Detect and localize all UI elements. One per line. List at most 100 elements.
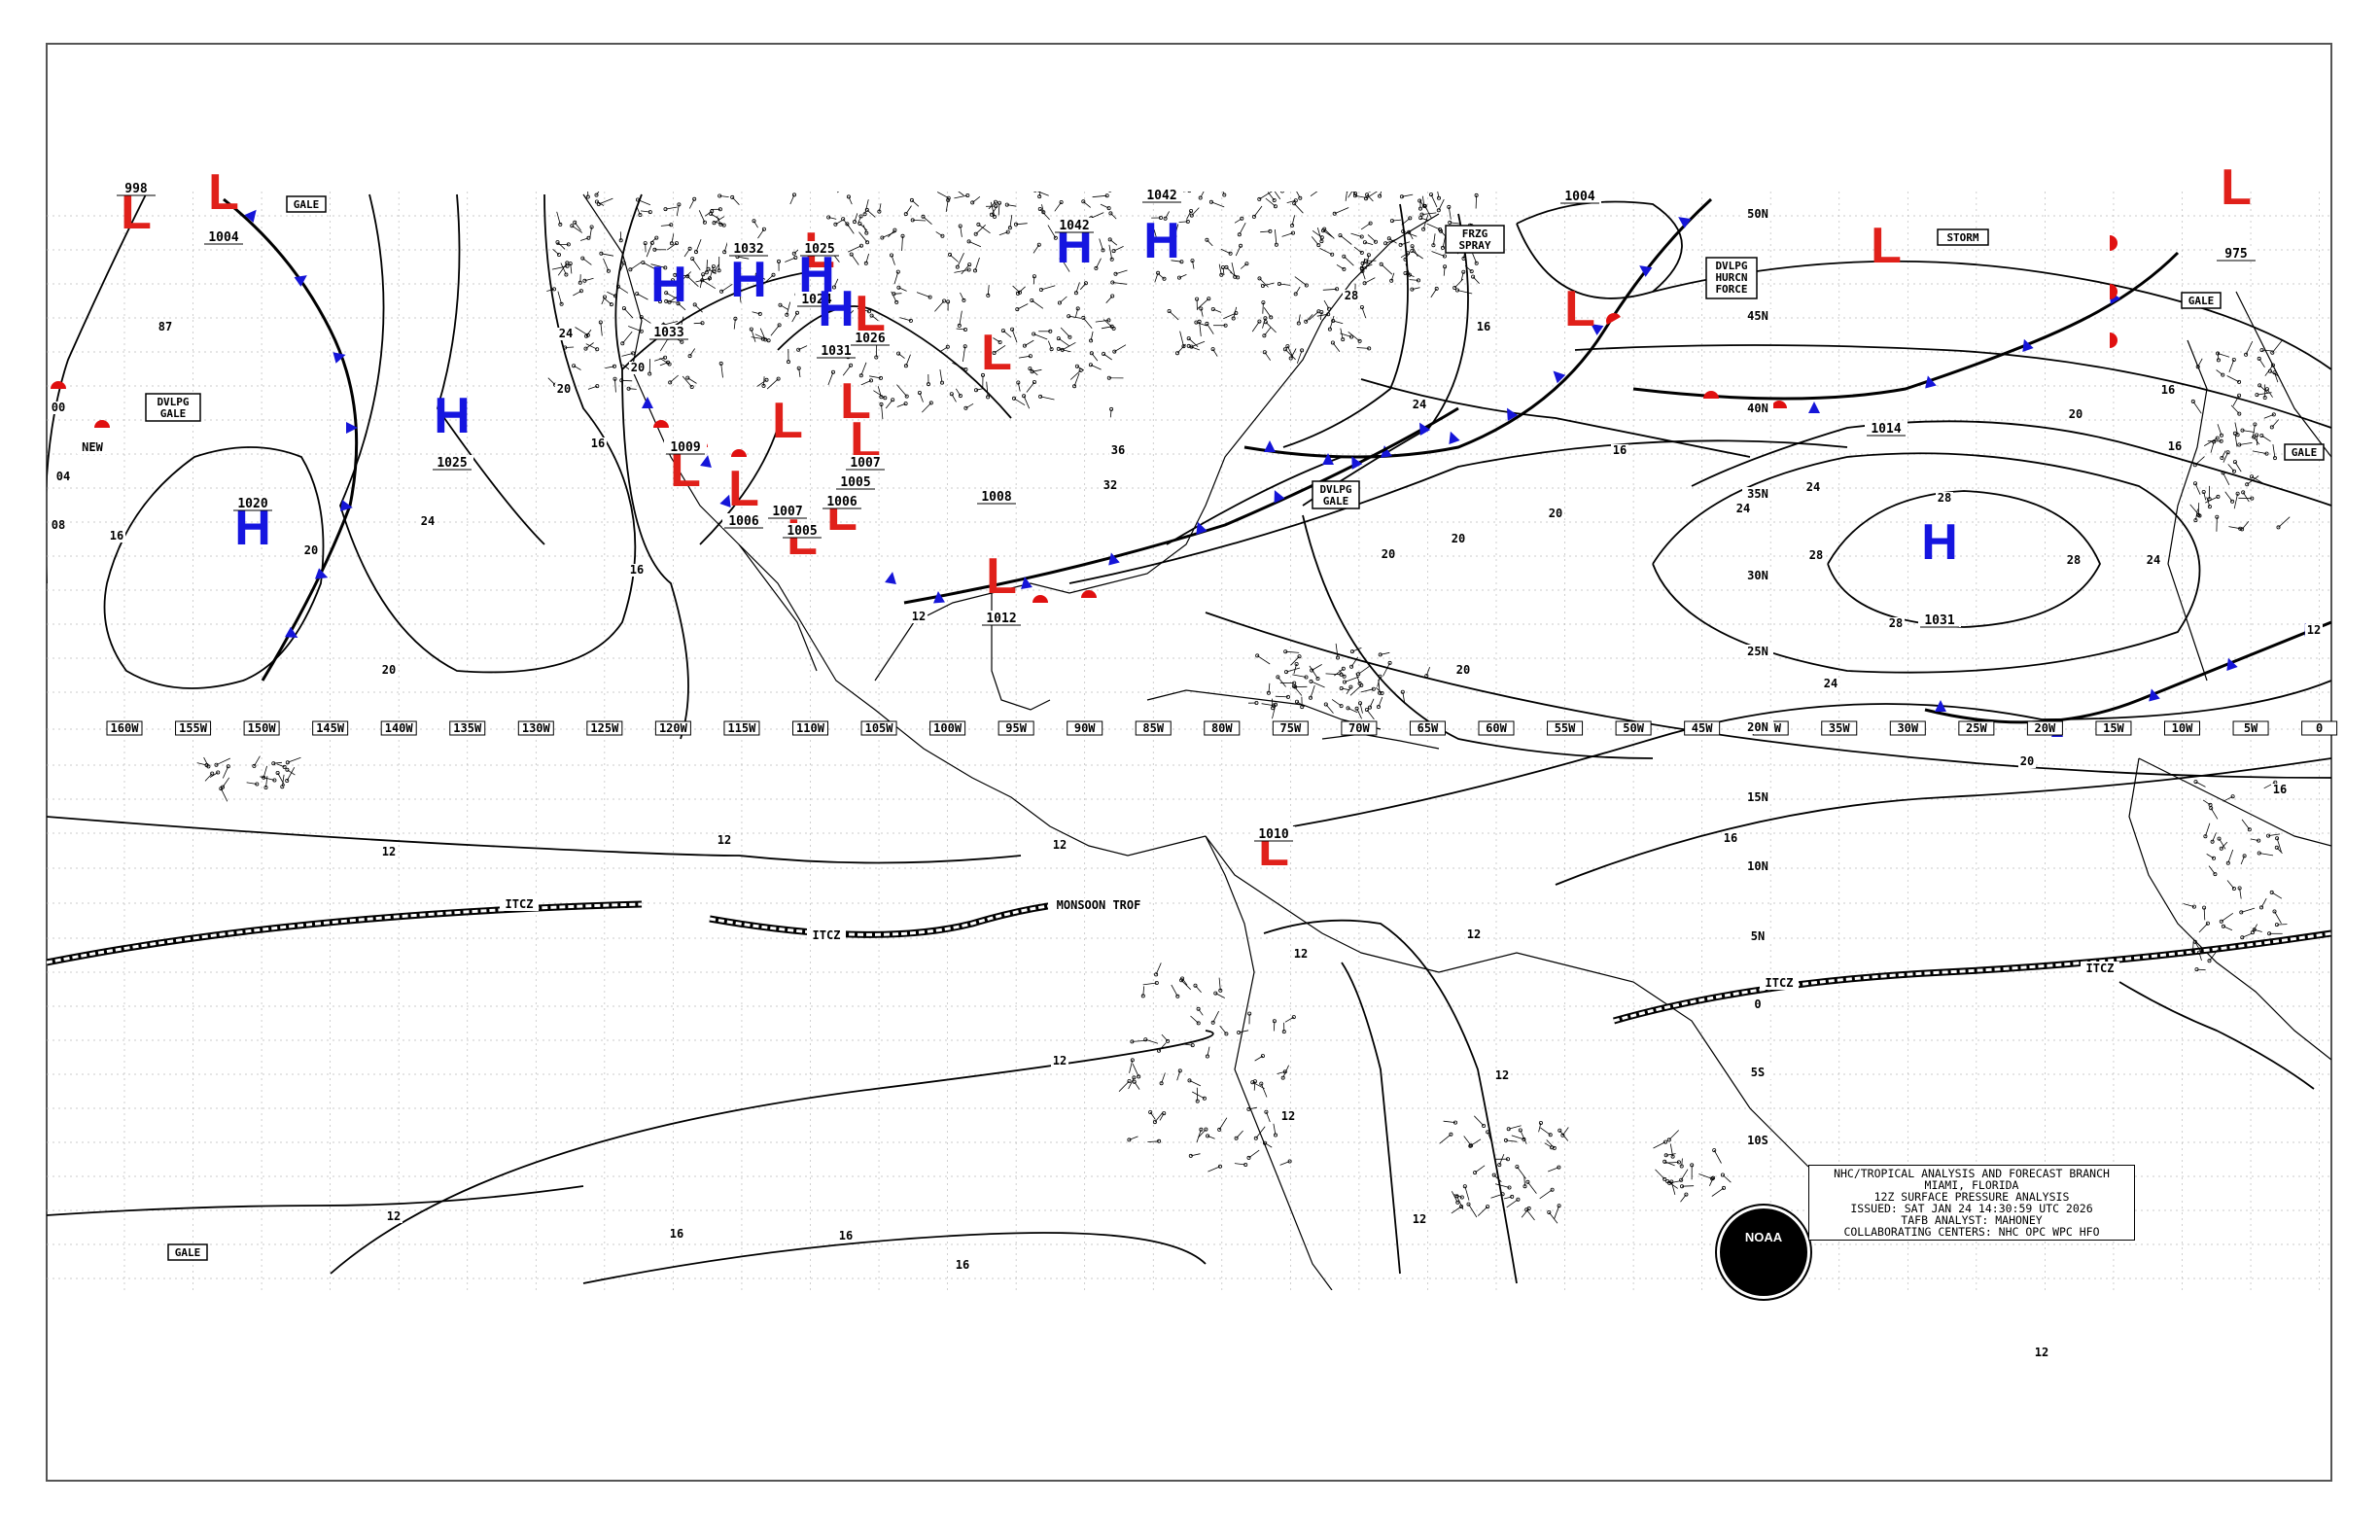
lon-label-box (449, 720, 486, 736)
wind-barb (1210, 201, 1225, 208)
wind-barb (954, 194, 968, 199)
station-circle (1368, 705, 1373, 710)
wind-barb (671, 233, 675, 244)
wind-barb (273, 761, 283, 764)
station-circle (1172, 233, 1177, 238)
wind-barb (1108, 244, 1113, 260)
warm-front-bump (51, 381, 66, 389)
station-circle (865, 240, 870, 245)
station-circle (1143, 1037, 1148, 1042)
wind-barb (2226, 375, 2240, 383)
wind-barb (574, 222, 581, 231)
wind-barb (2198, 952, 2202, 962)
station-circle (2270, 363, 2275, 368)
isobar-label-bg (1102, 479, 1119, 492)
station-circle (2207, 959, 2212, 963)
wind-barb (2234, 461, 2242, 472)
itcz-lines (47, 898, 2331, 1025)
station-circle (1106, 206, 1111, 211)
wind-barb (1443, 1120, 1456, 1123)
station-circle (2230, 794, 2235, 799)
station-circle (2239, 910, 2244, 915)
wind-barb (676, 204, 680, 217)
wind-barb (1235, 245, 1242, 257)
wind-barb (922, 402, 932, 413)
wind-barb (1309, 310, 1319, 321)
station-circle (1157, 1048, 1162, 1053)
station-circle (1365, 192, 1370, 197)
station-circle (1202, 1096, 1207, 1101)
station-circle (712, 221, 717, 226)
station-circle (2275, 836, 2280, 841)
wind-barb (988, 201, 997, 210)
wind-barb (756, 274, 766, 280)
wind-barb (1463, 1136, 1472, 1146)
wind-barb (1100, 203, 1109, 209)
wind-barb (695, 277, 711, 283)
station-circle (1038, 287, 1043, 292)
station-circle (2221, 372, 2225, 377)
wind-barb (1090, 171, 1099, 176)
station-circle (1449, 1132, 1453, 1137)
isobar-label: 12 (718, 833, 731, 847)
wind-barb (575, 327, 589, 336)
wind-barb (1323, 228, 1335, 239)
station-circle (1349, 649, 1354, 654)
wind-barb (1277, 1071, 1285, 1074)
wind-barb (1348, 708, 1358, 714)
station-circle (2257, 356, 2261, 361)
pressure-value-bg (821, 494, 863, 508)
pressure-value-bg (844, 455, 887, 470)
station-circle (1189, 213, 1194, 218)
cold-front-barb (1925, 375, 1937, 389)
station-circle (1424, 674, 1429, 679)
lon-label: 130W (522, 721, 551, 735)
station-circle (994, 199, 998, 204)
coastline (1146, 689, 1382, 730)
pressure-center-high: H (434, 388, 471, 444)
wind-barb (842, 218, 850, 228)
wind-barb (1264, 351, 1272, 361)
wind-barb (1199, 321, 1202, 336)
wind-barb (1544, 1142, 1553, 1148)
wind-barb (1412, 246, 1418, 258)
wind-barb (2227, 464, 2235, 472)
lon-label: 15W (2103, 721, 2124, 735)
station-circle (949, 392, 954, 397)
wind-barb (1110, 183, 1114, 191)
station-circle (1354, 706, 1359, 711)
station-circle (1309, 695, 1313, 700)
wind-barb (687, 377, 697, 384)
wind-barb (1112, 171, 1123, 178)
wind-barb (1192, 261, 1195, 269)
wind-barb (1233, 306, 1238, 319)
station-circle (1187, 192, 1192, 193)
station-circle (906, 180, 909, 183)
lat-label-bg (1742, 569, 1773, 582)
wind-barb (2241, 819, 2251, 830)
station-circle (776, 376, 781, 381)
isobar-label: 16 (839, 1229, 853, 1242)
wind-barb (1420, 217, 1430, 222)
station-circle (1455, 1200, 1460, 1205)
wind-barb (975, 388, 984, 391)
wind-barb (859, 223, 868, 231)
station-circle (1199, 1127, 1204, 1132)
warning-box (1937, 228, 1989, 246)
wind-barb (587, 385, 598, 390)
station-circle (252, 763, 257, 768)
wind-barb (858, 231, 868, 243)
station-circle (2219, 846, 2223, 851)
wind-barb (669, 374, 679, 383)
wind-barb (1361, 263, 1373, 269)
station-circle (1526, 1206, 1531, 1210)
station-circle (2249, 474, 2254, 479)
wind-barb (1284, 349, 1296, 361)
feature-label-bg (2081, 962, 2119, 975)
wind-barb (851, 254, 859, 265)
station-circle (638, 212, 643, 217)
station-circle (2215, 436, 2220, 440)
isobar-label-bg (2033, 1347, 2050, 1359)
wind-barb (1074, 178, 1089, 181)
wind-barb (1340, 234, 1352, 245)
